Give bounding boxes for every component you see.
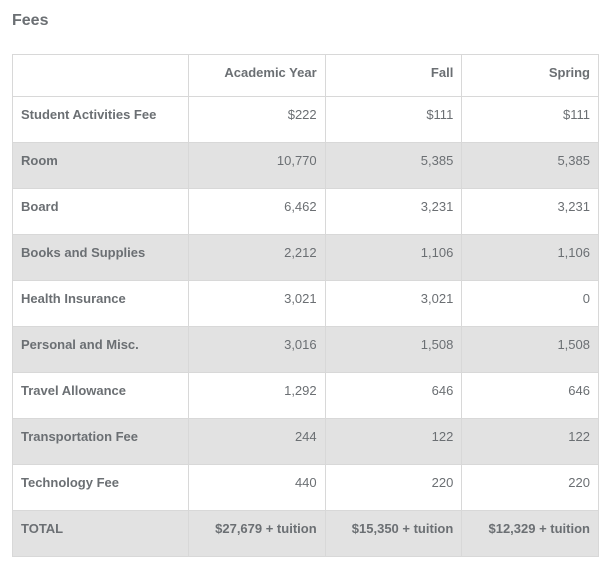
row-spring: 220: [462, 465, 599, 511]
row-academic-year: $222: [188, 97, 325, 143]
row-label: Books and Supplies: [13, 235, 189, 281]
table-row: Transportation Fee 244 122 122: [13, 419, 599, 465]
row-spring: 122: [462, 419, 599, 465]
col-header-fall: Fall: [325, 55, 462, 97]
row-label: Room: [13, 143, 189, 189]
page-title: Fees: [12, 12, 599, 30]
row-label: Transportation Fee: [13, 419, 189, 465]
row-academic-year: 1,292: [188, 373, 325, 419]
total-label: TOTAL: [13, 511, 189, 557]
row-spring: 0: [462, 281, 599, 327]
row-spring: 646: [462, 373, 599, 419]
row-fall: 122: [325, 419, 462, 465]
table-row: Room 10,770 5,385 5,385: [13, 143, 599, 189]
row-fall: 220: [325, 465, 462, 511]
row-label: Board: [13, 189, 189, 235]
row-academic-year: 2,212: [188, 235, 325, 281]
row-academic-year: 3,021: [188, 281, 325, 327]
row-spring: 5,385: [462, 143, 599, 189]
row-label: Health Insurance: [13, 281, 189, 327]
total-academic-year: $27,679 + tuition: [188, 511, 325, 557]
row-fall: 3,021: [325, 281, 462, 327]
row-label: Student Activities Fee: [13, 97, 189, 143]
table-row: Personal and Misc. 3,016 1,508 1,508: [13, 327, 599, 373]
col-header-empty: [13, 55, 189, 97]
row-label: Technology Fee: [13, 465, 189, 511]
col-header-academic-year: Academic Year: [188, 55, 325, 97]
row-academic-year: 3,016: [188, 327, 325, 373]
row-academic-year: 6,462: [188, 189, 325, 235]
table-row: Books and Supplies 2,212 1,106 1,106: [13, 235, 599, 281]
table-total-row: TOTAL $27,679 + tuition $15,350 + tuitio…: [13, 511, 599, 557]
row-label: Personal and Misc.: [13, 327, 189, 373]
table-row: Technology Fee 440 220 220: [13, 465, 599, 511]
table-row: Travel Allowance 1,292 646 646: [13, 373, 599, 419]
row-spring: 1,508: [462, 327, 599, 373]
row-fall: 3,231: [325, 189, 462, 235]
total-fall: $15,350 + tuition: [325, 511, 462, 557]
row-fall: $111: [325, 97, 462, 143]
row-spring: 3,231: [462, 189, 599, 235]
table-header-row: Academic Year Fall Spring: [13, 55, 599, 97]
row-fall: 1,508: [325, 327, 462, 373]
row-spring: $111: [462, 97, 599, 143]
row-fall: 5,385: [325, 143, 462, 189]
row-label: Travel Allowance: [13, 373, 189, 419]
table-row: Board 6,462 3,231 3,231: [13, 189, 599, 235]
row-academic-year: 10,770: [188, 143, 325, 189]
col-header-spring: Spring: [462, 55, 599, 97]
row-fall: 1,106: [325, 235, 462, 281]
table-row: Student Activities Fee $222 $111 $111: [13, 97, 599, 143]
fees-table: Academic Year Fall Spring Student Activi…: [12, 54, 599, 557]
total-spring: $12,329 + tuition: [462, 511, 599, 557]
row-academic-year: 440: [188, 465, 325, 511]
row-academic-year: 244: [188, 419, 325, 465]
row-fall: 646: [325, 373, 462, 419]
table-row: Health Insurance 3,021 3,021 0: [13, 281, 599, 327]
row-spring: 1,106: [462, 235, 599, 281]
